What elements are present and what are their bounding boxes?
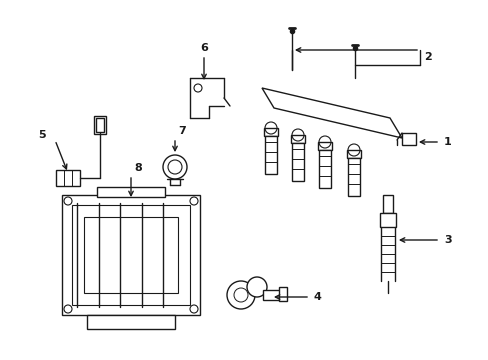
Bar [264, 128, 278, 136]
Text: 8: 8 [134, 163, 142, 173]
Bar [346, 150, 360, 158]
Bar [279, 287, 286, 301]
Bar [263, 290, 281, 300]
Circle shape [246, 277, 266, 297]
Text: 5: 5 [38, 130, 45, 140]
Bar [72, 205, 190, 305]
Bar [379, 213, 395, 227]
Circle shape [226, 281, 254, 309]
Text: 1: 1 [443, 137, 451, 147]
Text: 3: 3 [443, 235, 451, 245]
Bar [401, 133, 415, 145]
Bar [94, 116, 106, 134]
Bar [84, 217, 178, 293]
Bar [318, 150, 330, 188]
Text: 4: 4 [313, 292, 321, 302]
Bar [291, 143, 304, 181]
Text: 2: 2 [423, 52, 431, 62]
Bar [317, 142, 331, 150]
Bar [87, 315, 175, 329]
Polygon shape [262, 88, 401, 138]
Bar [264, 136, 276, 174]
Bar [97, 187, 164, 197]
Circle shape [163, 155, 186, 179]
Text: 6: 6 [200, 43, 207, 53]
Bar [347, 158, 359, 196]
Bar [96, 118, 104, 132]
Bar [62, 195, 200, 315]
Bar [290, 135, 305, 143]
Text: 7: 7 [178, 126, 185, 136]
Bar [56, 170, 80, 186]
Bar [382, 195, 392, 213]
